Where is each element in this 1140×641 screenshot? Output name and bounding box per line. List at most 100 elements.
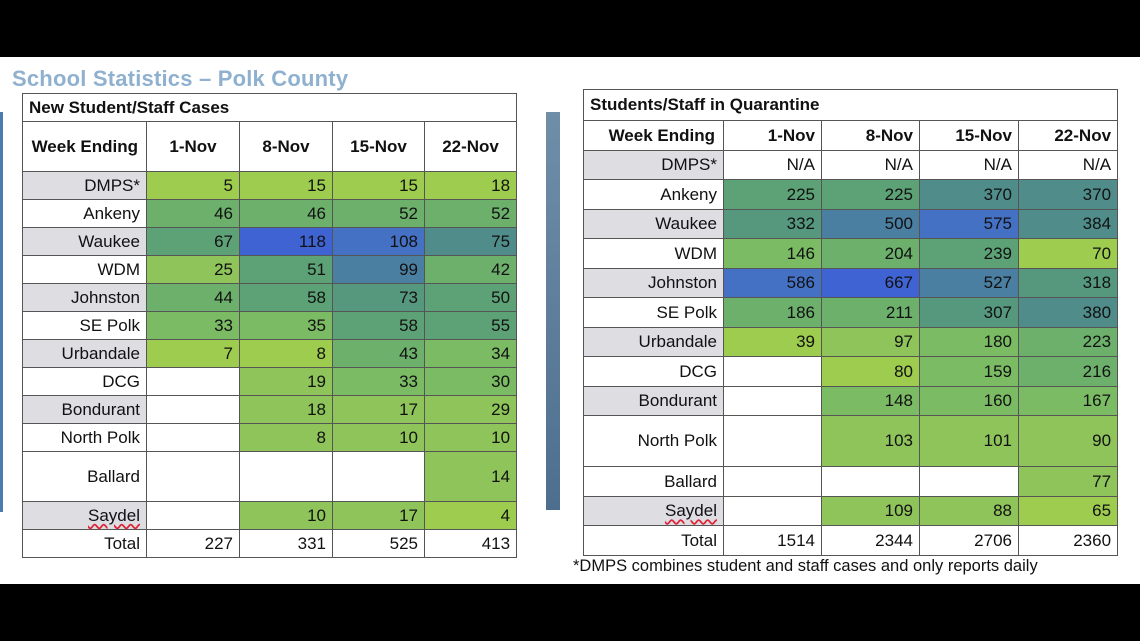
row-label: Bondurant [583, 386, 724, 416]
total-label: Total [22, 529, 147, 558]
cell-value: 103 [821, 415, 920, 467]
cell-value: 109 [821, 496, 920, 526]
cell-value: 77 [1017, 466, 1119, 497]
table-row: Ankeny 225 225 370 370 [583, 179, 1119, 210]
cell-value: 332 [723, 209, 822, 239]
cell-value: 4 [423, 501, 518, 530]
total-value: 2360 [1017, 525, 1119, 556]
cell-value: 97 [821, 327, 920, 357]
column-header: 8-Nov [821, 120, 920, 151]
cell-value: 67 [146, 227, 240, 256]
cell-value: 384 [1017, 209, 1119, 239]
page-title: School Statistics – Polk County [12, 66, 349, 91]
total-value: 525 [332, 529, 425, 558]
row-label: Ballard [22, 451, 147, 502]
row-label: Saydel [22, 501, 147, 530]
cell-value: 10 [332, 423, 425, 452]
cell-value: 380 [1017, 297, 1119, 328]
table-row: Ballard 77 [583, 466, 1119, 497]
cell-value: 42 [423, 255, 518, 284]
table-row: Ballard 14 [22, 451, 518, 502]
row-label: Saydel [583, 496, 724, 526]
cell-value: 8 [239, 339, 333, 368]
column-header: 22-Nov [423, 121, 518, 172]
cell-value [723, 415, 822, 467]
row-label: Urbandale [583, 327, 724, 357]
row-label: Bondurant [22, 395, 147, 424]
total-value: 1514 [723, 525, 822, 556]
table-row: WDM 25 51 99 42 [22, 255, 518, 284]
cell-value: 318 [1017, 268, 1119, 298]
cell-value: 50 [423, 283, 518, 312]
row-label: Ankeny [22, 199, 147, 228]
column-header: 15-Nov [919, 120, 1019, 151]
cell-value: N/A [821, 150, 920, 180]
table-row: Bondurant 18 17 29 [22, 395, 518, 424]
cell-value [146, 501, 240, 530]
table-row: DCG 19 33 30 [22, 367, 518, 396]
cell-value: 33 [332, 367, 425, 396]
cell-value: N/A [1017, 150, 1119, 180]
cell-value: 7 [146, 339, 240, 368]
cell-value: 575 [919, 209, 1019, 239]
table-row: Johnston 586 667 527 318 [583, 268, 1119, 298]
cell-value [723, 356, 822, 387]
left-accent-bar [0, 112, 3, 512]
cell-value: 180 [919, 327, 1019, 357]
cell-value: 15 [239, 171, 333, 200]
table-row: DMPS* N/A N/A N/A N/A [583, 150, 1119, 180]
cell-value: 186 [723, 297, 822, 328]
cell-value: 223 [1017, 327, 1119, 357]
cell-value: 58 [332, 311, 425, 340]
row-label: WDM [22, 255, 147, 284]
cell-value [723, 466, 822, 497]
cases-table: New Student/Staff Cases Week Ending 1-No… [21, 93, 518, 558]
cell-value: 19 [239, 367, 333, 396]
cell-value: 204 [821, 238, 920, 269]
cell-value: N/A [919, 150, 1019, 180]
row-label-text: Saydel [665, 501, 717, 520]
row-label: Waukee [22, 227, 147, 256]
table-row: SE Polk 186 211 307 380 [583, 297, 1119, 328]
quarantine-table: Students/Staff in Quarantine Week Ending… [582, 89, 1119, 556]
column-header: 1-Nov [146, 121, 240, 172]
cell-value: 52 [332, 199, 425, 228]
row-label-text: Saydel [88, 505, 140, 525]
cell-value: 90 [1017, 415, 1119, 467]
row-label: DCG [583, 356, 724, 387]
cell-value [723, 386, 822, 416]
cell-value: 10 [239, 501, 333, 530]
cell-value: 18 [423, 171, 518, 200]
cell-value: 43 [332, 339, 425, 368]
column-header: 22-Nov [1017, 120, 1119, 151]
cell-value: 167 [1017, 386, 1119, 416]
cell-value: 159 [919, 356, 1019, 387]
cell-value: 118 [239, 227, 333, 256]
cell-value: 55 [423, 311, 518, 340]
column-header: Week Ending [22, 121, 147, 172]
row-label: DMPS* [583, 150, 724, 180]
row-label: Waukee [583, 209, 724, 239]
cell-value: 370 [919, 179, 1019, 210]
cell-value [821, 466, 920, 497]
cell-value: 216 [1017, 356, 1119, 387]
cell-value: 667 [821, 268, 920, 298]
row-label: SE Polk [583, 297, 724, 328]
cell-value: 18 [239, 395, 333, 424]
column-header: 15-Nov [332, 121, 425, 172]
cell-value [146, 451, 240, 502]
cell-value: 75 [423, 227, 518, 256]
table-row: Ankeny 46 46 52 52 [22, 199, 518, 228]
table-row: Urbandale 7 8 43 34 [22, 339, 518, 368]
cell-value: 370 [1017, 179, 1119, 210]
cell-value: 211 [821, 297, 920, 328]
cell-value: 25 [146, 255, 240, 284]
total-value: 331 [239, 529, 333, 558]
cell-value: 101 [919, 415, 1019, 467]
cell-value: 225 [821, 179, 920, 210]
table-row: DMPS* 5 15 15 18 [22, 171, 518, 200]
row-label: SE Polk [22, 311, 147, 340]
cell-value: N/A [723, 150, 822, 180]
cell-value: 65 [1017, 496, 1119, 526]
cell-value: 527 [919, 268, 1019, 298]
